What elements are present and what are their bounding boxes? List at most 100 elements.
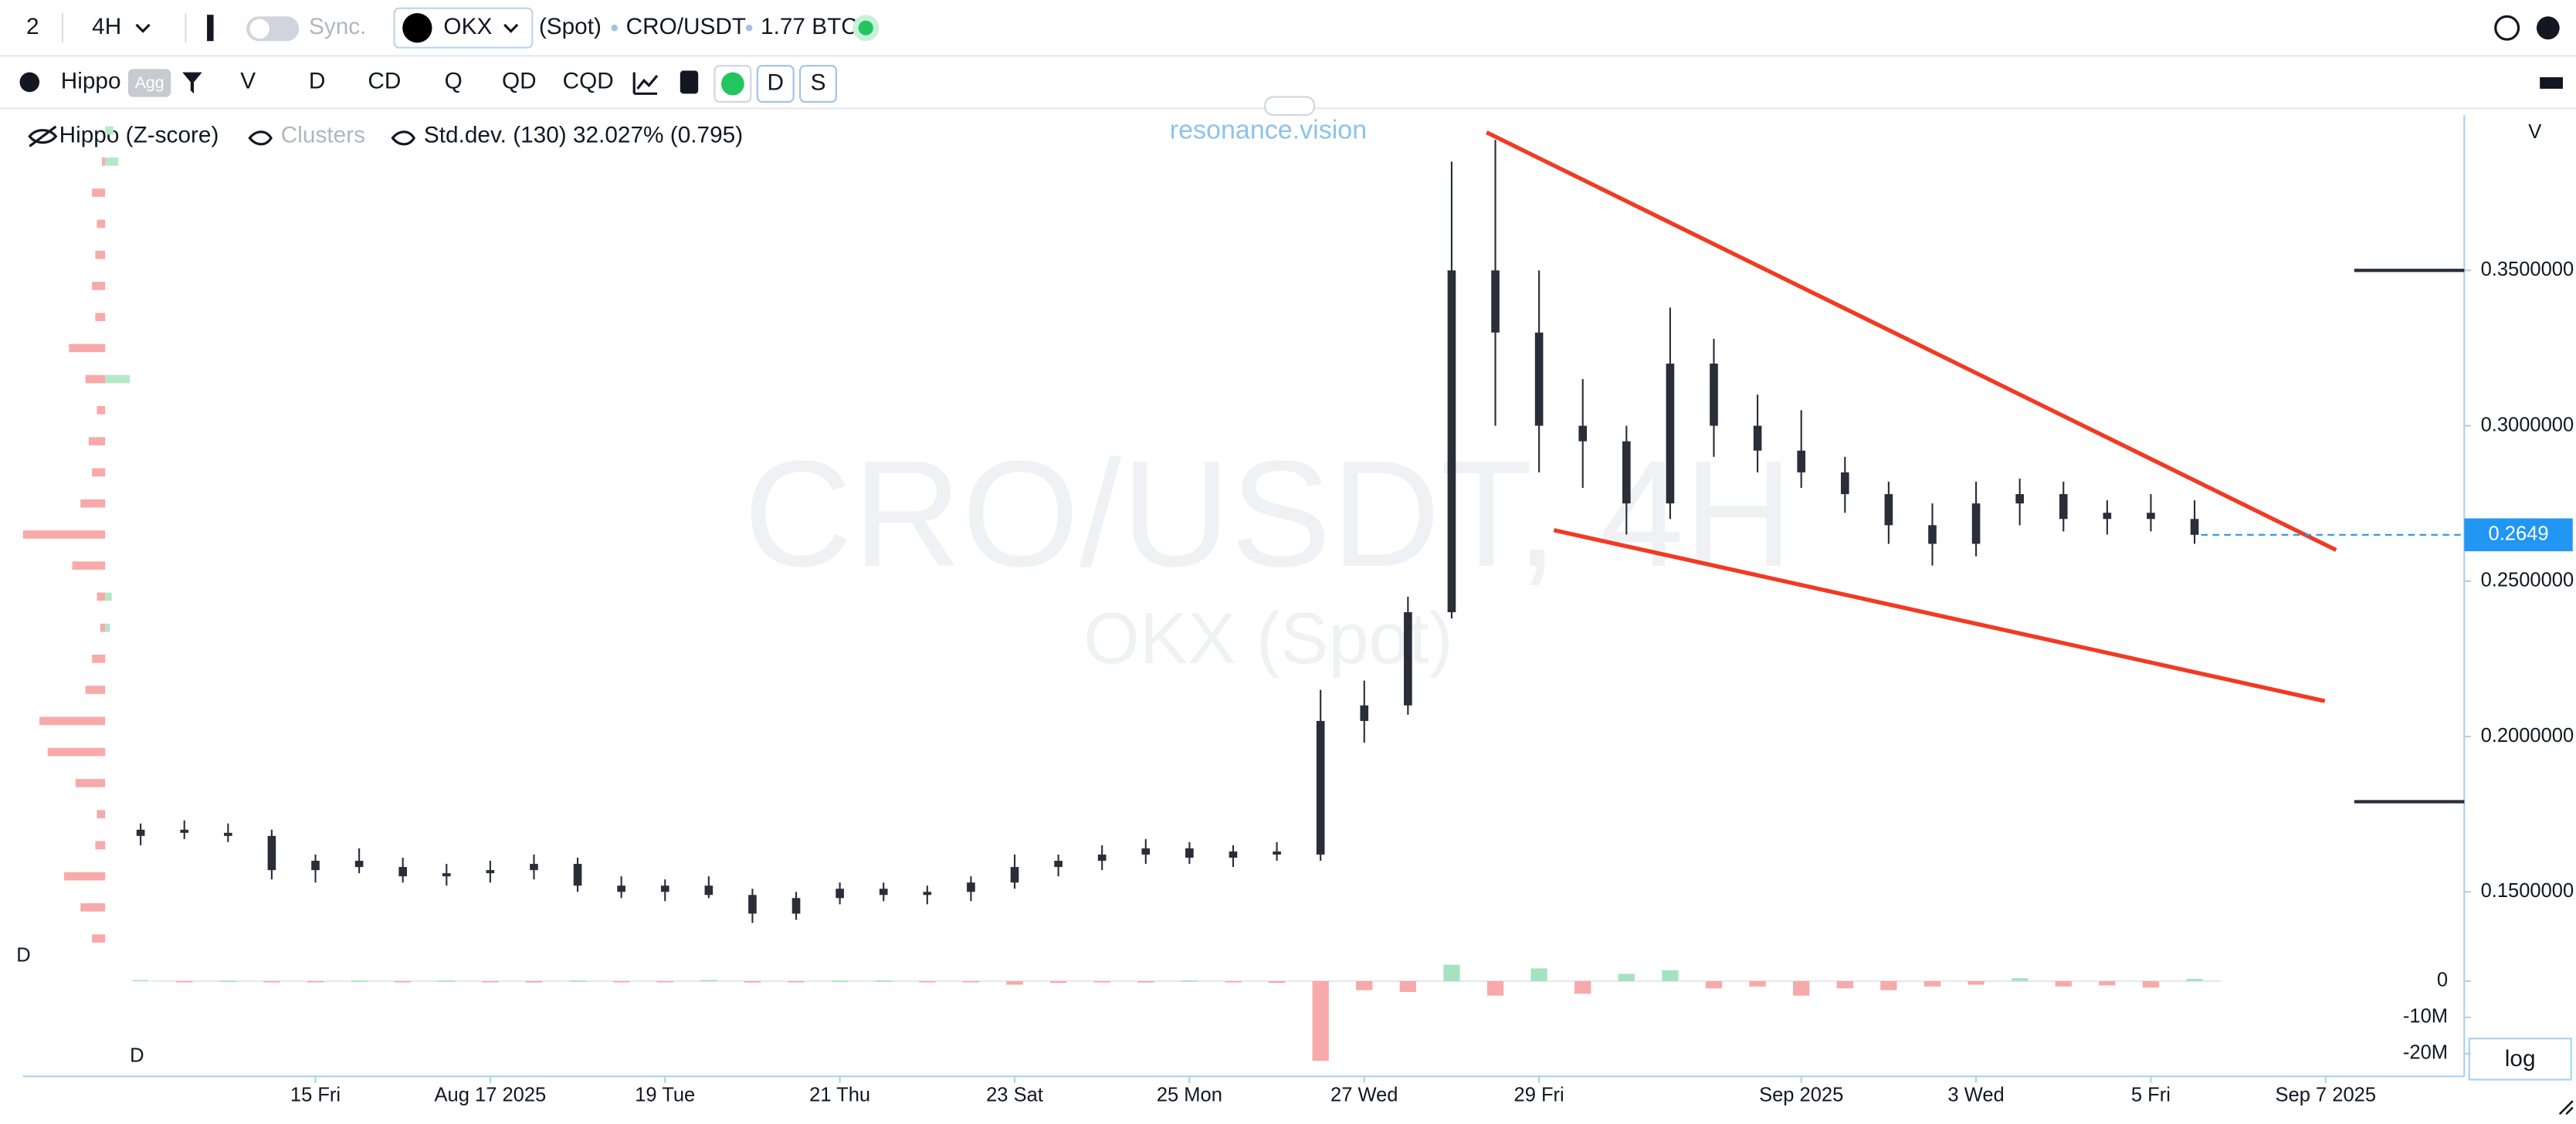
candle-body [486,870,495,874]
timeframe-button[interactable]: Q [445,68,463,93]
delta-tick-label: -20M [2403,1042,2448,1064]
delta-bar [1093,980,1110,983]
profile-buy [105,157,119,166]
timeframe-button[interactable]: CQD [563,68,614,93]
timeframe-button[interactable]: V [240,68,256,93]
help-icon[interactable] [2536,16,2560,40]
delta-bar [1181,980,1198,982]
candle-body [660,885,669,892]
x-tick-label: 3 Wed [1947,1085,2004,1106]
delta-bar [438,980,455,982]
delta-bar [1836,980,1853,989]
profile-buy [105,126,114,135]
toggle-button[interactable] [756,65,795,103]
delta-bar [1574,980,1591,994]
toggle-button[interactable] [799,65,837,103]
delta-bar [351,980,368,983]
agg-badge[interactable] [127,69,171,97]
eye-icon[interactable] [391,130,416,146]
profile-sell [97,219,106,229]
profile-sell [92,655,106,663]
symbol-watermark: CRO/USDT, 4H [744,430,1793,598]
exchange-select[interactable] [393,7,534,49]
log-button[interactable] [2468,1038,2572,1081]
profile-sell [72,561,106,570]
interval-button[interactable]: 4H [92,14,121,39]
pane-label: D [130,1044,144,1066]
collapse-button[interactable] [1264,96,1316,117]
agg-label: Agg [135,73,164,92]
sync-label: Sync. [309,14,366,39]
profile-sell [97,592,106,601]
delta-bar [132,980,149,982]
profile-sell [47,747,106,757]
delta-bar [1880,980,1897,990]
candle-body [136,829,145,836]
delta-bar [395,980,412,983]
candle-body [1971,503,1981,544]
candle-body [1622,441,1631,504]
delta-bar [1749,980,1766,987]
delta-bar [1968,980,1985,985]
profile-sell [92,468,106,477]
resize-handle[interactable] [2558,1100,2574,1116]
settings-icon[interactable] [19,72,40,93]
x-tick-label: 15 Fri [290,1085,341,1106]
delta-bar [1312,980,1329,1061]
profile-sell [39,716,106,726]
candle-body [1753,425,1762,451]
delta-bar [1705,980,1723,989]
delta-bar [1618,973,1635,981]
status-dot [858,20,873,36]
profile-sell [85,374,106,384]
share-icon[interactable] [2494,15,2520,41]
timeframe-button[interactable]: CD [368,68,401,93]
candle-body [1666,364,1675,504]
profile-sell [92,934,106,943]
candle-body [2103,513,2112,520]
candle-icon[interactable] [207,15,214,42]
log-label: log [2505,1046,2536,1072]
filter-icon[interactable] [182,72,202,94]
candle-body [1229,851,1238,858]
delta-bar [919,980,936,983]
chevron [135,23,151,33]
pair: CRO/USDT [626,14,746,39]
x-tick-label: Sep 7 2025 [2276,1085,2376,1106]
delta-bar [1793,980,1810,996]
delta-bar [700,980,717,982]
chart-icon[interactable] [632,72,659,95]
toggle-label: D [767,69,784,95]
candle-body [1797,450,1806,472]
layout-button[interactable]: 2 [26,14,39,39]
hide-icon[interactable] [28,125,58,147]
profile-sell [100,623,106,632]
delta-bar [1049,980,1067,984]
ruler-icon[interactable] [2540,77,2563,89]
timeframe-button[interactable]: D [309,68,326,93]
candle-body [224,832,232,836]
trendline [1553,528,2326,703]
delta-bar [525,980,543,983]
candle-body [1447,270,1456,613]
profile-name[interactable]: Hippo [61,68,121,93]
candle-body [1010,867,1019,883]
doc-icon[interactable] [680,70,699,94]
candle-body [748,895,757,914]
profile-sell [95,841,106,850]
candle-body [398,867,408,877]
timeframe-button[interactable]: QD [502,68,537,93]
profile-sell [75,779,106,787]
candle-body [1710,364,1718,426]
eye-icon[interactable] [248,130,273,146]
volume-scale-label: V [2528,121,2541,143]
add-icon [720,72,744,96]
toggle-label: S [811,69,826,95]
profile-sell [95,313,106,321]
market: (Spot) [539,14,602,39]
candle-body [1884,494,1893,526]
candle-body [1840,472,1849,495]
